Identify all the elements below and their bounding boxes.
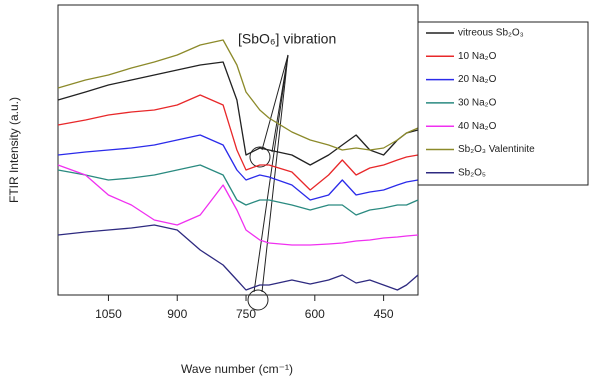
annotation: [SbO₆] vibration — [238, 31, 336, 47]
legend-label: Sb₂O₃ Valentinite — [458, 144, 535, 155]
series-line — [57, 94, 419, 191]
series-line — [57, 164, 419, 246]
legend-label: 10 Na₂O — [458, 51, 497, 62]
series-line — [57, 224, 419, 291]
annotation-arrow — [261, 54, 289, 151]
x-tick-label: 750 — [236, 307, 256, 321]
series-line — [57, 39, 419, 151]
series-line — [57, 164, 419, 216]
legend-label: Sb₂O₅ — [458, 167, 486, 178]
legend-label: 20 Na₂O — [458, 74, 497, 85]
series-line — [57, 61, 419, 166]
legend-label: 30 Na₂O — [458, 98, 497, 109]
series-line — [57, 134, 419, 201]
legend-label: vitreous Sb₂O₃ — [458, 28, 524, 39]
x-tick-label: 450 — [374, 307, 394, 321]
annotation-arrow — [253, 54, 289, 293]
highlight-circle — [249, 146, 271, 168]
x-tick-label: 600 — [305, 307, 325, 321]
x-axis-label: Wave number (cm⁻¹) — [181, 362, 293, 376]
annotation-arrow — [261, 54, 289, 293]
legend-label: 40 Na₂O — [458, 121, 497, 132]
y-axis-label: FTIR Intensity (a.u.) — [7, 97, 21, 203]
highlight-circle — [247, 289, 269, 311]
x-tick-label: 1050 — [95, 307, 122, 321]
x-tick-label: 900 — [167, 307, 187, 321]
